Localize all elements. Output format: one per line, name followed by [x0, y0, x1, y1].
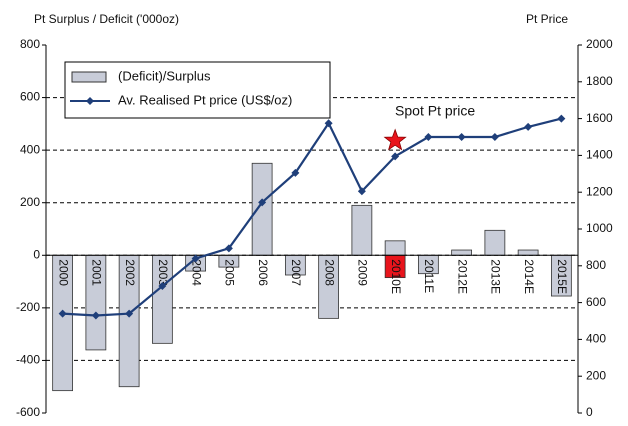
price-line	[62, 117, 562, 317]
bar	[451, 249, 472, 256]
x-tick-label: 2008	[322, 259, 336, 286]
bar	[351, 204, 373, 256]
price-marker	[191, 254, 200, 263]
x-tick-label: 2015E	[555, 259, 569, 294]
y-tick-label: 800	[20, 37, 40, 51]
y-tick-label: -200	[16, 300, 40, 314]
price-marker	[291, 168, 300, 177]
x-tick-label: 2003	[156, 259, 170, 286]
price-marker	[91, 311, 100, 320]
price-marker	[224, 244, 233, 253]
x-tick-label: 2006	[256, 259, 270, 286]
y2-tick-label: 600	[586, 295, 606, 309]
price-marker	[524, 122, 533, 131]
y2-tick-label: 0	[586, 405, 593, 419]
annotation: Spot Pt price	[395, 102, 475, 118]
y-tick-label: 0	[33, 247, 40, 261]
y-tick-label: 200	[20, 195, 40, 209]
price-marker	[58, 309, 67, 318]
legend-label: Av. Realised Pt price (US$/oz)	[118, 92, 292, 107]
y-tick-label: -600	[16, 405, 40, 419]
y2-axis-label: Pt Price	[526, 12, 568, 26]
legend-swatch	[71, 71, 107, 83]
x-tick-label: 2009	[356, 259, 370, 286]
price-marker	[424, 133, 433, 141]
bar	[517, 249, 539, 256]
x-tick-label: 2004	[189, 259, 203, 286]
price-marker	[258, 198, 267, 207]
legend-box	[64, 61, 331, 119]
x-tick-label: 2011E	[422, 259, 436, 293]
y2-tick-label: 1600	[586, 111, 613, 125]
price-marker	[324, 119, 333, 128]
y2-tick-label: 200	[586, 368, 606, 382]
price-marker	[490, 133, 499, 141]
price-marker	[457, 133, 466, 141]
y2-tick-label: 1200	[586, 184, 613, 198]
x-tick-label: 2012E	[455, 259, 469, 294]
legend-marker	[86, 97, 94, 105]
bar	[251, 162, 273, 256]
chart-title: Pt Surplus / Deficit ('000oz)	[34, 12, 179, 26]
spot-star	[383, 128, 407, 151]
price-marker	[391, 152, 400, 161]
price-marker	[357, 187, 366, 196]
y-tick-label: 600	[20, 90, 40, 104]
x-tick-label: 2002	[123, 259, 137, 286]
y2-tick-label: 800	[586, 258, 606, 272]
x-tick-label: 2007	[289, 259, 303, 286]
y-tick-label: 400	[20, 142, 40, 156]
x-tick-label: 2001	[90, 259, 104, 286]
price-marker	[158, 282, 167, 291]
legend-label: (Deficit)/Surplus	[118, 68, 211, 83]
y2-tick-label: 1800	[586, 74, 613, 88]
y2-tick-label: 400	[586, 332, 606, 346]
x-tick-label: 2005	[223, 259, 237, 286]
price-marker	[125, 309, 134, 318]
x-tick-label: 2000	[56, 259, 70, 286]
y2-tick-label: 1400	[586, 148, 613, 162]
y2-tick-label: 2000	[586, 37, 613, 51]
y2-tick-label: 1000	[586, 221, 613, 235]
x-tick-label: 2010E	[389, 259, 403, 294]
x-tick-label: 2014E	[522, 259, 536, 294]
bar	[484, 229, 506, 256]
x-tick-label: 2013E	[489, 259, 503, 294]
bar	[384, 240, 406, 256]
price-marker	[557, 114, 566, 123]
y-tick-label: -400	[16, 353, 40, 367]
